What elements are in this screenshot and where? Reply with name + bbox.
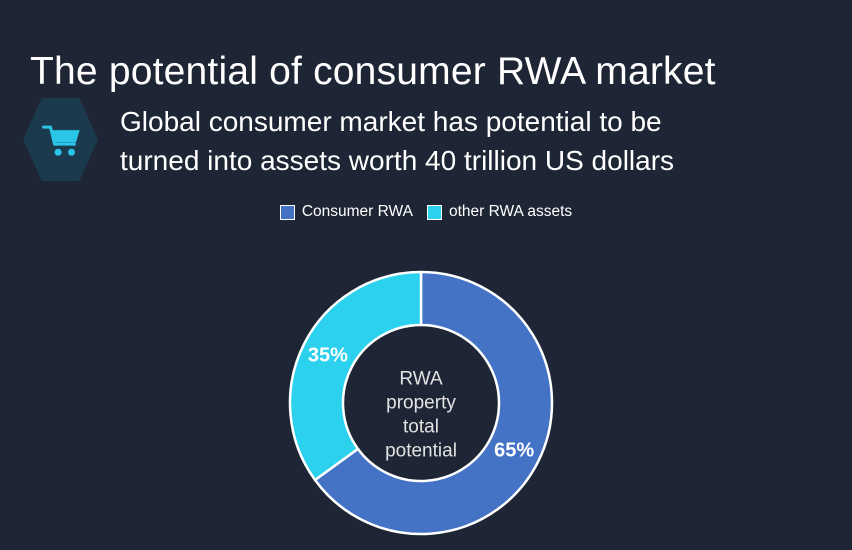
donut-center-label-line: potential (385, 441, 457, 462)
subtitle: Global consumer market has potential to … (120, 102, 674, 180)
donut-center-label-line: property (386, 393, 456, 414)
legend-item-other-rwa-assets: other RWA assets (426, 203, 573, 221)
legend-swatch-other-rwa-assets (426, 204, 442, 220)
legend-swatch-consumer-rwa (279, 204, 295, 220)
shopping-cart-icon (41, 125, 80, 156)
donut-slice-other-rwa-assets (288, 270, 423, 482)
page-title: The potential of consumer RWA market (30, 50, 716, 94)
donut-center-label-line: RWA (399, 369, 443, 390)
legend-label: Consumer RWA (301, 203, 413, 220)
legend-item-consumer-rwa: Consumer RWA (279, 203, 413, 221)
subtitle-line-1: Global consumer market has potential to … (120, 106, 662, 137)
donut-slice-consumer-rwa (313, 270, 554, 536)
subtitle-line-2: turned into assets worth 40 trillion US … (120, 145, 675, 176)
donut-center-label-line: total (403, 417, 439, 438)
slice-percent-label-consumer-rwa: 65% (494, 439, 534, 461)
slice-percent-label-other-rwa-assets: 35% (308, 345, 348, 367)
chart-legend: Consumer RWA other RWA assets (0, 203, 852, 221)
legend-label: other RWA assets (448, 203, 573, 220)
